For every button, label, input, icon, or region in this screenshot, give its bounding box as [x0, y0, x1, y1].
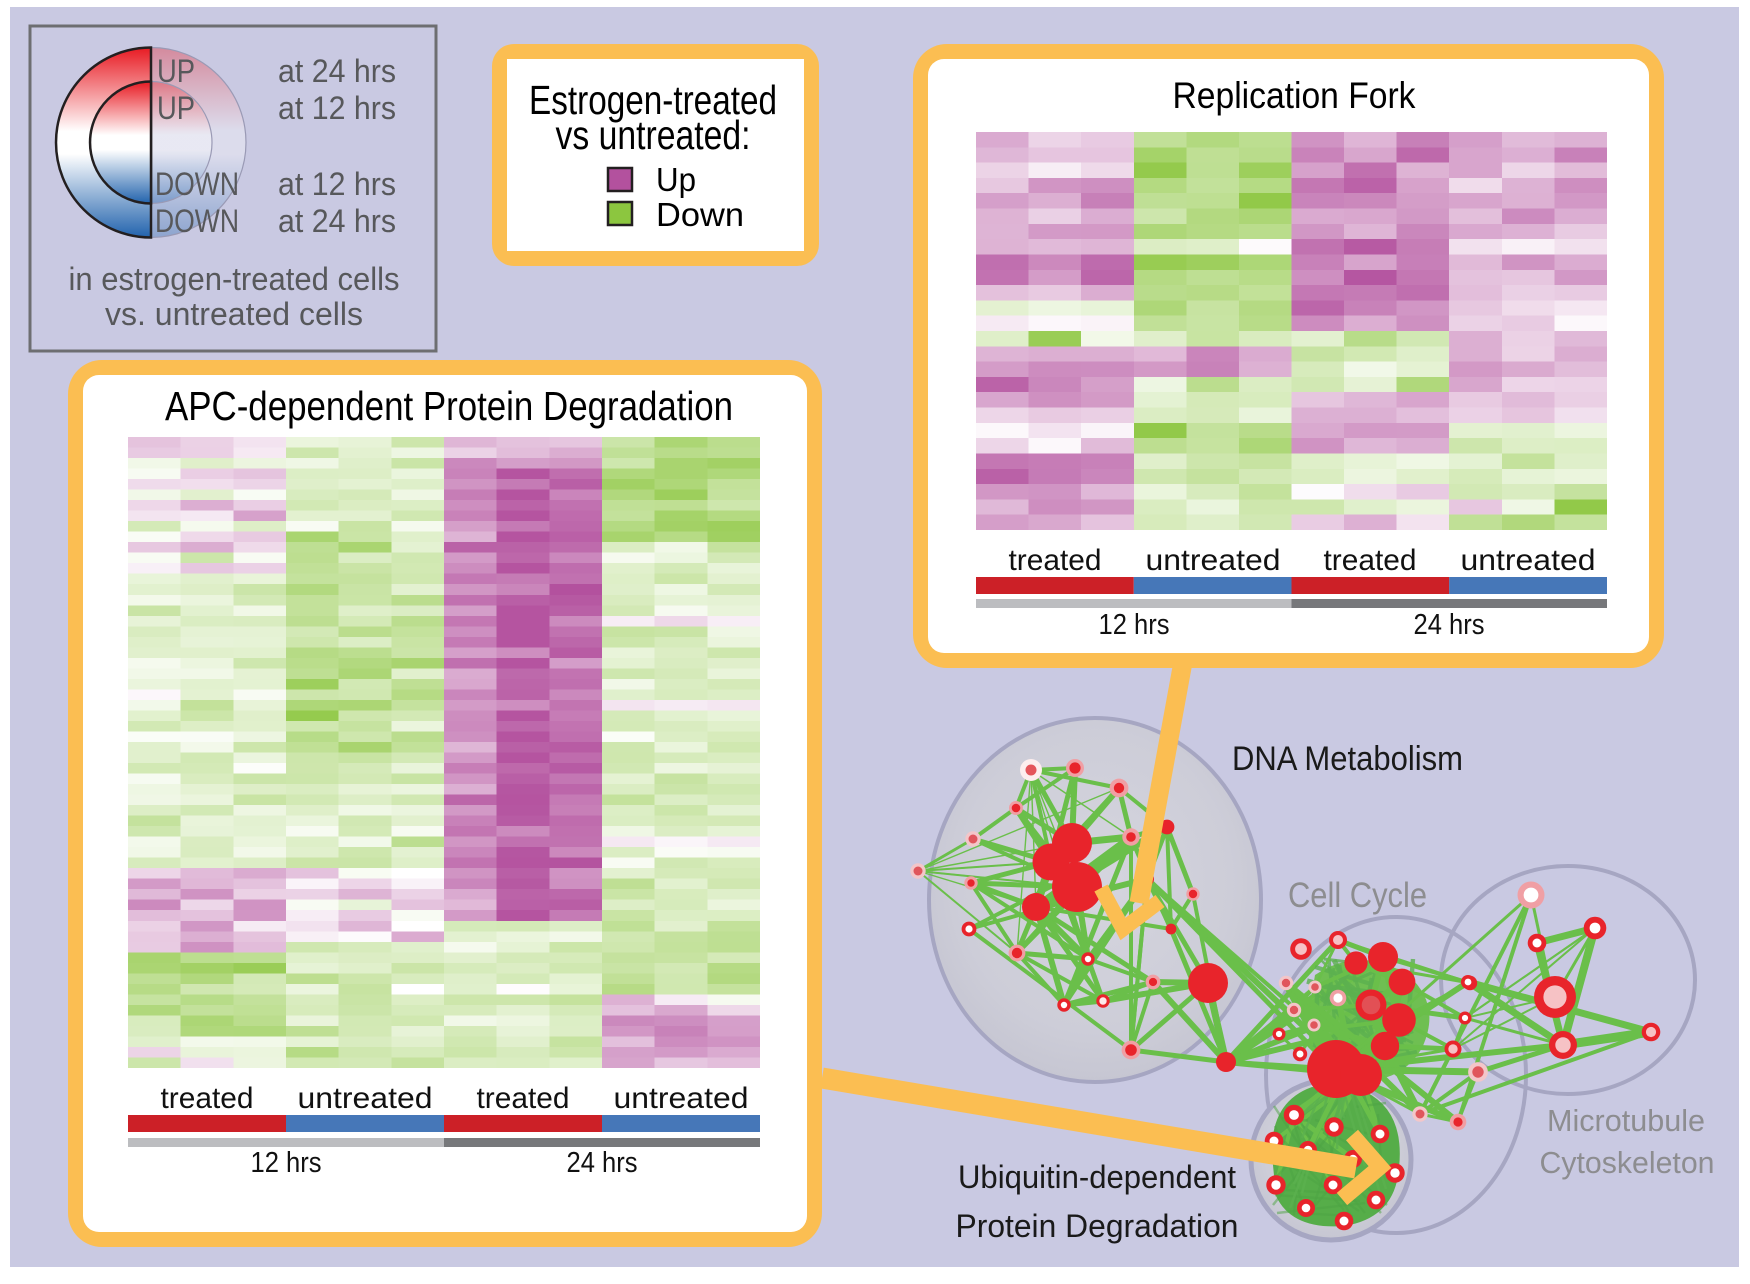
svg-text:Protein Degradation: Protein Degradation: [956, 1208, 1239, 1244]
svg-text:UP: UP: [157, 90, 195, 126]
svg-text:Microtubule: Microtubule: [1547, 1103, 1705, 1138]
svg-text:24 hrs: 24 hrs: [567, 1147, 638, 1179]
svg-text:in estrogen-treated cells: in estrogen-treated cells: [69, 261, 400, 297]
svg-text:at 24 hrs: at 24 hrs: [278, 53, 396, 89]
svg-text:Cytoskeleton: Cytoskeleton: [1540, 1145, 1715, 1180]
svg-text:12 hrs: 12 hrs: [251, 1147, 322, 1179]
svg-text:vs. untreated cells: vs. untreated cells: [105, 296, 363, 332]
svg-text:DOWN: DOWN: [155, 203, 239, 239]
svg-text:treated: treated: [161, 1082, 254, 1115]
svg-text:DOWN: DOWN: [155, 166, 239, 202]
svg-text:12 hrs: 12 hrs: [1099, 609, 1170, 641]
svg-text:24 hrs: 24 hrs: [1414, 609, 1485, 641]
svg-text:Estrogen-treated: Estrogen-treated: [529, 77, 777, 123]
svg-text:Up: Up: [656, 161, 696, 198]
svg-text:at 12 hrs: at 12 hrs: [278, 166, 396, 202]
svg-text:untreated: untreated: [614, 1082, 749, 1115]
svg-text:treated: treated: [1009, 544, 1102, 577]
svg-text:APC-dependent Protein Degradat: APC-dependent Protein Degradation: [165, 383, 733, 429]
svg-text:vs untreated:: vs untreated:: [556, 112, 751, 158]
svg-text:untreated: untreated: [1146, 544, 1281, 577]
svg-text:treated: treated: [1324, 544, 1417, 577]
svg-text:UP: UP: [157, 53, 195, 89]
svg-text:untreated: untreated: [1461, 544, 1596, 577]
svg-text:treated: treated: [477, 1082, 570, 1115]
svg-text:Down: Down: [656, 196, 744, 233]
svg-text:at 24 hrs: at 24 hrs: [278, 203, 396, 239]
svg-text:Replication Fork: Replication Fork: [1173, 75, 1416, 116]
svg-text:Cell Cycle: Cell Cycle: [1288, 876, 1427, 915]
svg-text:untreated: untreated: [298, 1082, 433, 1115]
svg-text:at 12 hrs: at 12 hrs: [278, 90, 396, 126]
svg-text:Ubiquitin-dependent: Ubiquitin-dependent: [958, 1159, 1236, 1195]
svg-text:DNA Metabolism: DNA Metabolism: [1232, 740, 1463, 778]
